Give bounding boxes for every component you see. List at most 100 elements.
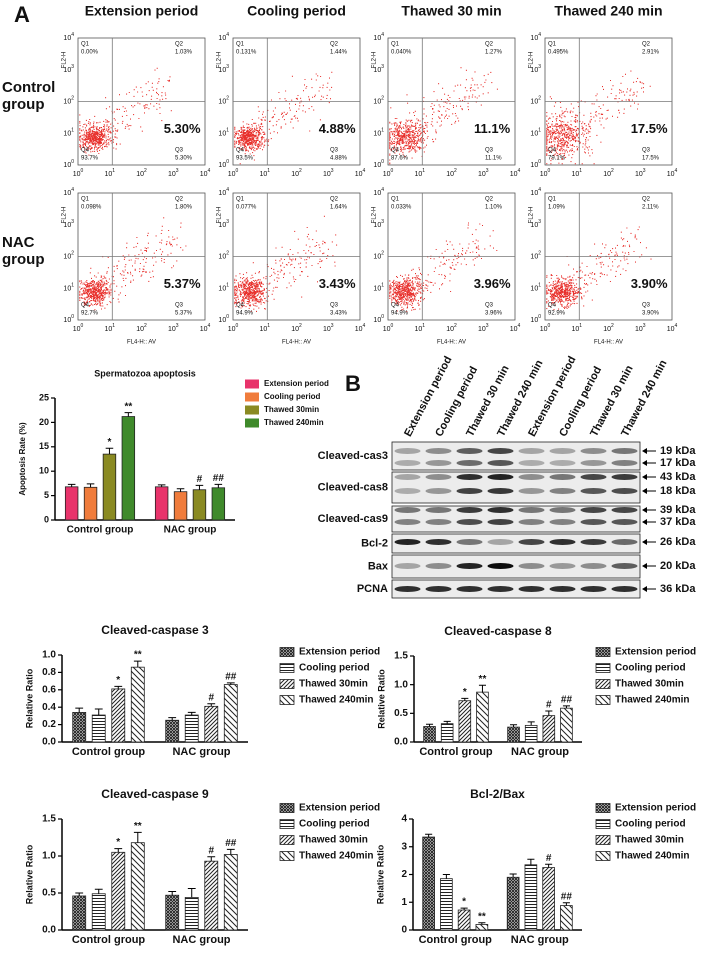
y-axis-label: Relative Ratio xyxy=(375,844,385,904)
legend-swatch xyxy=(279,819,295,829)
tick-base: 10 xyxy=(446,326,454,333)
highlight-value: 3.90% xyxy=(631,276,668,291)
tick-exponent: 2 xyxy=(538,96,541,102)
tick-exponent: 4 xyxy=(71,32,74,38)
blot-band xyxy=(518,448,545,454)
y-tick-label: 103 xyxy=(373,64,384,74)
y-tick-label: 100 xyxy=(218,314,229,324)
quadrant-name: Q1 xyxy=(81,197,90,203)
bar xyxy=(223,854,238,931)
y-axis-label: Relative Ratio xyxy=(24,844,34,904)
tick-exponent: 0 xyxy=(236,168,239,174)
tick-exponent: 1 xyxy=(226,128,229,134)
bar xyxy=(458,700,472,743)
tick-exponent: 2 xyxy=(538,251,541,257)
tick-base: 10 xyxy=(73,171,81,178)
y-tick-label: 101 xyxy=(373,128,384,138)
tick-base: 10 xyxy=(478,171,486,178)
quadrant-name: Q4 xyxy=(236,148,245,154)
tick-exponent: 4 xyxy=(381,187,384,193)
tick-base: 10 xyxy=(540,171,548,178)
blot-band xyxy=(518,460,545,466)
y-tick-label: 10 xyxy=(39,466,49,476)
legend-swatch xyxy=(595,663,611,673)
column-title: Cooling period xyxy=(247,3,346,19)
legend-swatch xyxy=(595,695,611,705)
tick-base: 10 xyxy=(228,326,236,333)
y-tick-label: 0.0 xyxy=(394,737,408,748)
y-tick-label: 102 xyxy=(63,251,74,261)
tick-exponent: 3 xyxy=(226,219,229,225)
y-tick-label: 0.4 xyxy=(42,702,56,713)
blot-strip xyxy=(391,579,641,599)
quadrant-value: 79.1% xyxy=(548,156,566,162)
error-bar xyxy=(176,488,185,492)
tick-exponent: 4 xyxy=(381,32,384,38)
x-tick-label: NAC group xyxy=(164,525,217,536)
x-tick-label: 103 xyxy=(478,168,489,178)
row-label: NAC xyxy=(2,234,35,251)
blot-band xyxy=(394,563,421,569)
bar xyxy=(111,688,126,743)
y-tick-label: 1.0 xyxy=(42,851,56,862)
blot-band xyxy=(456,448,483,454)
tick-exponent: 1 xyxy=(226,283,229,289)
x-tick-label: 103 xyxy=(323,168,334,178)
y-tick-label: 102 xyxy=(63,96,74,106)
tick-base: 10 xyxy=(530,285,538,292)
error-bar xyxy=(478,922,486,925)
event-dots xyxy=(546,226,652,311)
tick-base: 10 xyxy=(168,171,176,178)
blot-band xyxy=(425,448,452,454)
tick-exponent: 3 xyxy=(71,64,74,70)
x-tick-label: 102 xyxy=(446,323,457,333)
legend-label: Thawed 240min xyxy=(299,851,373,862)
blot-band xyxy=(487,488,514,494)
x-tick-label: 101 xyxy=(259,323,270,333)
x-tick-label: 100 xyxy=(540,168,551,178)
tick-exponent: 3 xyxy=(486,168,489,174)
bar xyxy=(72,712,87,743)
y-tick-label: 5 xyxy=(44,490,49,500)
blot-band xyxy=(394,460,421,466)
blot-band xyxy=(394,507,421,513)
highlight-value: 17.5% xyxy=(631,121,668,136)
marker-arrowhead xyxy=(642,448,647,454)
blot-band xyxy=(580,474,607,480)
blot-band xyxy=(518,474,545,480)
tick-base: 10 xyxy=(63,190,71,197)
blot-band xyxy=(580,586,607,592)
blot-band xyxy=(394,519,421,525)
blot-band xyxy=(518,488,545,494)
quadrant-name: Q1 xyxy=(391,197,400,203)
y-tick-label: 1.0 xyxy=(42,650,56,661)
marker-label: 19 kDa xyxy=(660,445,696,457)
legend-swatch xyxy=(245,379,259,389)
error-bar xyxy=(527,721,535,726)
blot-band xyxy=(549,474,576,480)
error-bar xyxy=(214,483,223,488)
tick-exponent: 4 xyxy=(675,323,678,329)
event-dots xyxy=(546,70,651,165)
blot-band xyxy=(456,563,483,569)
tick-exponent: 1 xyxy=(267,168,270,174)
tick-base: 10 xyxy=(530,190,538,197)
tick-base: 10 xyxy=(218,35,226,42)
tick-exponent: 1 xyxy=(112,168,115,174)
error-bar xyxy=(75,707,84,713)
error-bar xyxy=(207,703,216,707)
blot-band xyxy=(425,460,452,466)
tick-base: 10 xyxy=(63,98,71,105)
bar xyxy=(440,723,454,743)
tick-base: 10 xyxy=(63,285,71,292)
error-bar xyxy=(460,907,468,911)
quadrant-value: 4.88% xyxy=(330,156,348,162)
quadrant-value: 1.80% xyxy=(175,205,193,211)
legend-swatch xyxy=(279,695,295,705)
bar xyxy=(422,836,435,931)
bar xyxy=(130,842,145,931)
y-tick-label: 104 xyxy=(63,187,74,197)
blot-band xyxy=(611,507,638,513)
blot-band xyxy=(456,539,483,545)
significance-marker: # xyxy=(208,692,214,703)
